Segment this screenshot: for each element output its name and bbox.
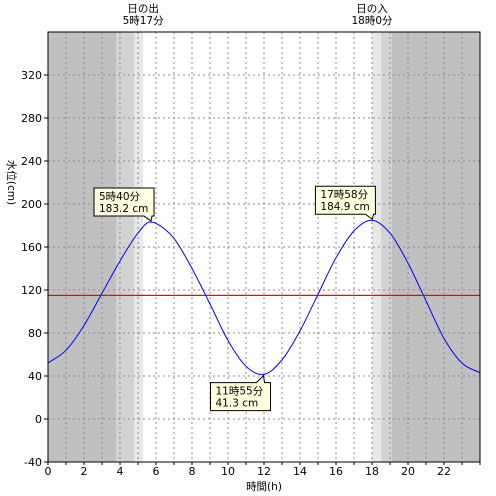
x-tick-label: 0 [45, 465, 52, 478]
y-tick-label: 80 [28, 327, 42, 340]
tide-series-line [47, 219, 481, 376]
callout-time: 11時55分 [216, 386, 264, 398]
y-tick-label: 280 [21, 112, 42, 125]
series-group [47, 219, 481, 376]
x-tick-label: 4 [117, 465, 124, 478]
x-axis-label: 時間(h) [246, 481, 282, 493]
x-tick-label: 18 [365, 465, 379, 478]
y-tick-label: 200 [21, 198, 42, 211]
callout-value: 41.3 cm [216, 398, 259, 410]
x-tick-label: 14 [293, 465, 307, 478]
band-night [391, 32, 480, 462]
y-tick-label: 120 [21, 284, 42, 297]
y-axis-label: 水位(cm) [5, 160, 18, 205]
callout-value: 184.9 cm [320, 201, 369, 213]
callout-time: 17時58分 [320, 189, 368, 201]
sun-event-label: 日の入 [356, 3, 388, 15]
y-tick-label: 160 [21, 241, 42, 254]
callout-box [210, 374, 272, 412]
sun-event-time: 18時0分 [351, 15, 393, 27]
sun-event-time: 5時17分 [123, 15, 165, 27]
band-twilight-light [372, 32, 381, 462]
y-tick-label: 320 [21, 69, 42, 82]
x-tick-label: 20 [401, 465, 415, 478]
callout-time: 5時40分 [99, 191, 141, 203]
y-tick-label: 40 [28, 370, 42, 383]
callout-box [93, 187, 155, 222]
band-twilight-dark [381, 32, 392, 462]
x-tick-label: 6 [153, 465, 160, 478]
y-tick-label: 240 [21, 155, 42, 168]
callout-box [314, 185, 376, 221]
x-tick-label: 16 [329, 465, 343, 478]
x-tick-label: 22 [437, 465, 451, 478]
y-tick-label: 0 [35, 413, 42, 426]
x-tick-label: 2 [81, 465, 88, 478]
y-tick-label: -40 [24, 456, 42, 469]
x-tick-label: 12 [257, 465, 271, 478]
grid-lines [48, 32, 480, 462]
callout-value: 183.2 cm [99, 203, 148, 215]
x-tick-label: 10 [221, 465, 235, 478]
sun-event-label: 日の出 [127, 2, 159, 15]
x-tick-label: 8 [189, 465, 196, 478]
band-twilight-dark [116, 32, 135, 462]
